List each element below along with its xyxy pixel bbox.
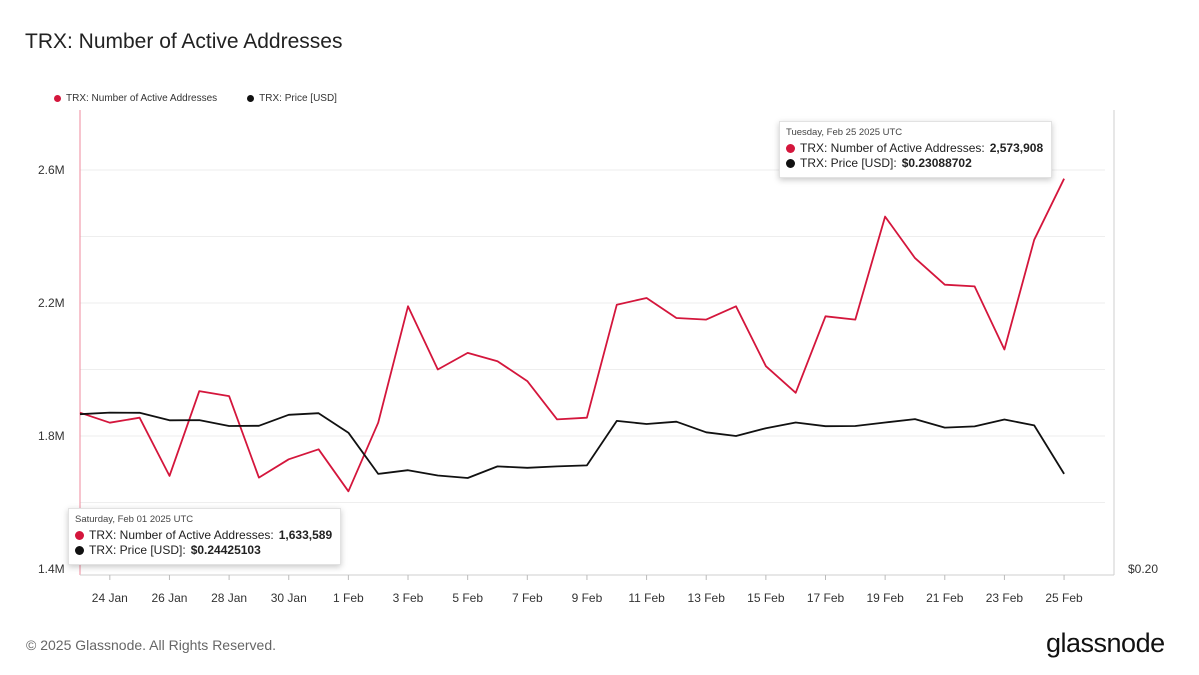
x-tick-label: 7 Feb: [512, 591, 543, 605]
x-axis-ticks: 24 Jan 26 Jan 28 Jan 30 Jan 1 Feb 3 Feb 5 Feb 7…: [92, 575, 1083, 605]
tooltip-addr-value: 1,633,589: [278, 528, 333, 542]
x-tick-label: 5 Feb: [452, 591, 483, 605]
x-tick-label: 19 Feb: [866, 591, 904, 605]
x-tick-label: 11 Feb: [628, 591, 665, 605]
y-tick-label: 2.2M: [38, 296, 65, 310]
legend-item-addresses[interactable]: TRX: Number of Active Addresses: [54, 93, 217, 104]
tooltip-price-label: TRX: Price [USD]:: [800, 156, 897, 170]
x-tick-label: 9 Feb: [572, 591, 603, 605]
y-axis-ticks: 1.4M 1.8M 2.2M 2.6M $0.20: [38, 163, 1158, 576]
legend-item-price[interactable]: TRX: Price [USD]: [247, 93, 337, 104]
y-tick-label: 2.6M: [38, 163, 65, 177]
tooltip-dot-price: [75, 546, 84, 555]
legend: TRX: Number of Active Addresses TRX: Pri…: [54, 93, 337, 104]
tooltip-feb-25: Tuesday, Feb 25 2025 UTC TRX: Number of …: [779, 121, 1053, 178]
x-tick-label: 25 Feb: [1045, 591, 1083, 605]
x-tick-label: 3 Feb: [393, 591, 424, 605]
tooltip-dot-addresses: [786, 144, 795, 153]
x-tick-label: 21 Feb: [926, 591, 964, 605]
tooltip-price-value: $0.24425103: [190, 543, 261, 557]
legend-label-price: TRX: Price [USD]: [259, 93, 337, 104]
grid-lines: [80, 169, 1105, 503]
glassnode-logo: glassnode: [1046, 628, 1165, 658]
tooltip-dot-addresses: [75, 531, 84, 540]
x-tick-label: 17 Feb: [807, 591, 845, 605]
copyright-footer: © 2025 Glassnode. All Rights Reserved.: [26, 637, 277, 653]
tooltip-row-addresses: TRX: Number of Active Addresses: 1,633,5…: [75, 528, 332, 543]
tooltip-row-price: TRX: Price [USD]: $0.23088702: [786, 156, 1043, 171]
tooltip-addr-value: 2,573,908: [989, 141, 1044, 155]
legend-label-addresses: TRX: Number of Active Addresses: [66, 93, 218, 104]
tooltip-addr-label: TRX: Number of Active Addresses:: [89, 528, 274, 542]
series-line-active-addresses: [79, 178, 1065, 493]
x-tick-label: 13 Feb: [688, 591, 726, 605]
x-tick-label: 1 Feb: [333, 591, 364, 605]
chart-title: TRX: Number of Active Addresses: [25, 30, 343, 53]
tooltip-dot-price: [786, 159, 795, 168]
legend-dot-price: [247, 95, 255, 102]
x-tick-label: 30 Jan: [271, 591, 307, 605]
y-right-tick-label: $0.20: [1128, 562, 1158, 576]
x-tick-label: 24 Jan: [92, 591, 128, 605]
tooltip-row-price: TRX: Price [USD]: $0.24425103: [75, 543, 332, 558]
x-tick-label: 26 Jan: [151, 591, 187, 605]
x-tick-label: 15 Feb: [747, 591, 785, 605]
y-tick-label: 1.8M: [38, 429, 65, 443]
tooltip-feb-01: Saturday, Feb 01 2025 UTC TRX: Number of…: [68, 508, 342, 565]
tooltip-price-label: TRX: Price [USD]:: [89, 543, 186, 557]
tooltip-price-value: $0.23088702: [901, 156, 972, 170]
series-group: [79, 178, 1065, 493]
series-line-price: [79, 411, 1065, 479]
x-tick-label: 23 Feb: [986, 591, 1024, 605]
tooltip-addr-label: TRX: Number of Active Addresses:: [800, 141, 985, 155]
tooltip-row-addresses: TRX: Number of Active Addresses: 2,573,9…: [786, 141, 1043, 156]
tooltip-date: Saturday, Feb 01 2025 UTC: [75, 514, 194, 525]
y-tick-label: 1.4M: [38, 562, 65, 576]
tooltip-date: Tuesday, Feb 25 2025 UTC: [786, 127, 903, 138]
legend-dot-addresses: [54, 95, 61, 102]
x-tick-label: 28 Jan: [211, 591, 247, 605]
